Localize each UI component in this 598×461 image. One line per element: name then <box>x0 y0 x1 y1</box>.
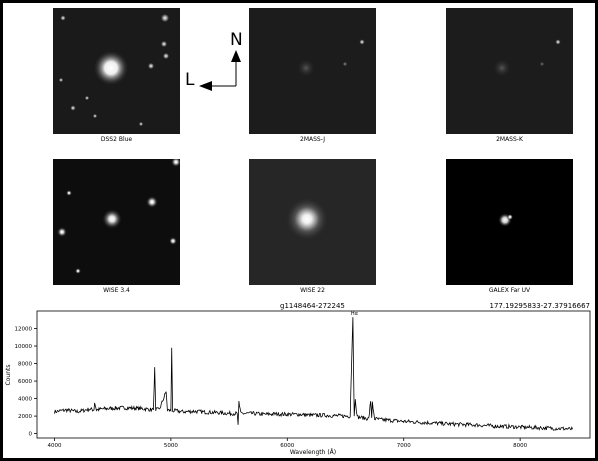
2mass-k-image <box>446 8 573 134</box>
thumbnail-wise-3-4 <box>53 159 180 285</box>
y-tick-label: 4000 <box>18 397 32 403</box>
y-tick-label: 12000 <box>15 327 33 333</box>
compass-arrows-icon <box>199 50 241 91</box>
thumbnail-galex-far-uv <box>446 159 573 285</box>
galex-far-uv-image <box>446 159 573 285</box>
wise-3-4-image <box>53 159 180 285</box>
x-tick-label: 5000 <box>164 443 178 449</box>
caption-dss2-blue: DSS2 Blue <box>100 136 133 143</box>
y-tick-label: 8000 <box>18 362 32 368</box>
compass-east-label: L <box>185 70 195 90</box>
y-tick-label: 2000 <box>18 414 32 420</box>
spectrum-object-id: g1148464-272245 <box>280 302 345 310</box>
2mass-j-image <box>249 8 376 134</box>
x-tick-label: 7000 <box>397 443 411 449</box>
halpha-line-label: Hα <box>351 311 359 317</box>
x-tick-label: 4000 <box>47 443 61 449</box>
dss2-blue-image <box>53 8 180 134</box>
caption-2mass-j: 2MASS-J <box>300 136 325 143</box>
thumbnail-2mass-k <box>446 8 573 134</box>
caption-wise-22: WISE 22 <box>300 287 325 294</box>
y-tick-label: 0 <box>29 432 33 438</box>
thumbnail-2mass-j <box>249 8 376 134</box>
compass-north-label: N <box>230 30 243 50</box>
y-tick-label: 10000 <box>15 344 33 350</box>
y-tick-label: 6000 <box>18 379 32 385</box>
spectrum-coordinates: 177.19295833-27.37916667 <box>489 302 590 310</box>
y-axis-label: Counts <box>5 365 12 386</box>
spectrum-plot-area <box>36 310 591 439</box>
x-axis-label: Wavelength (Å) <box>290 449 336 456</box>
thumbnail-dss2-blue <box>53 8 180 134</box>
wise-22-image <box>249 159 376 285</box>
caption-wise-3-4: WISE 3.4 <box>103 287 130 294</box>
x-tick-label: 8000 <box>513 443 527 449</box>
caption-2mass-k: 2MASS-K <box>496 136 523 143</box>
x-tick-label: 6000 <box>280 443 294 449</box>
caption-galex-far-uv: GALEX Far UV <box>488 287 531 294</box>
spectrum-series-line <box>54 317 573 431</box>
thumbnail-wise-22 <box>249 159 376 285</box>
